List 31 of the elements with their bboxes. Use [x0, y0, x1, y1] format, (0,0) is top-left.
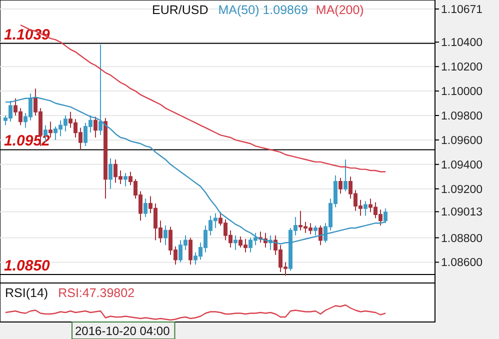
- candlestick: [188, 237, 192, 266]
- ref-line-label: 1.0850: [4, 257, 51, 274]
- y-tick-label: 1.08800: [441, 232, 483, 245]
- candlestick: [364, 200, 368, 216]
- candlestick: [164, 225, 168, 246]
- y-tick-label: 1.09800: [441, 110, 483, 123]
- candlestick: [338, 177, 342, 194]
- y-tick-label: 1.10200: [441, 62, 483, 74]
- y-tick-label: 1.10400: [441, 37, 483, 50]
- y-tick-label: 1.09200: [441, 184, 483, 196]
- text: RSI:47.39802: [58, 286, 135, 300]
- chart-title: RSI(14): [5, 286, 48, 300]
- text: MA(50) 1.09869: [218, 3, 308, 17]
- candlestick: [48, 121, 52, 138]
- y-tick-label: 1.10671: [441, 4, 483, 16]
- candlestick: [344, 159, 348, 192]
- candlestick: [314, 225, 318, 236]
- y-tick-label: 1.09400: [441, 159, 483, 172]
- y-tick-label: 1.08600: [441, 257, 483, 270]
- text: MA(200): [316, 3, 364, 17]
- candlestick: [234, 234, 238, 250]
- candlestick: [124, 172, 128, 187]
- candlestick: [108, 158, 112, 190]
- candlestick: [144, 198, 148, 218]
- y-tick-label: 1.09600: [441, 134, 483, 147]
- candlestick: [94, 116, 98, 138]
- chart-title: EUR/USD: [152, 3, 208, 17]
- date-label: 2016-10-20 04:00: [72, 322, 176, 339]
- candlestick: [104, 117, 108, 200]
- y-tick-label: 1.09013: [441, 206, 483, 219]
- y-tick-label: 1.10000: [441, 86, 483, 98]
